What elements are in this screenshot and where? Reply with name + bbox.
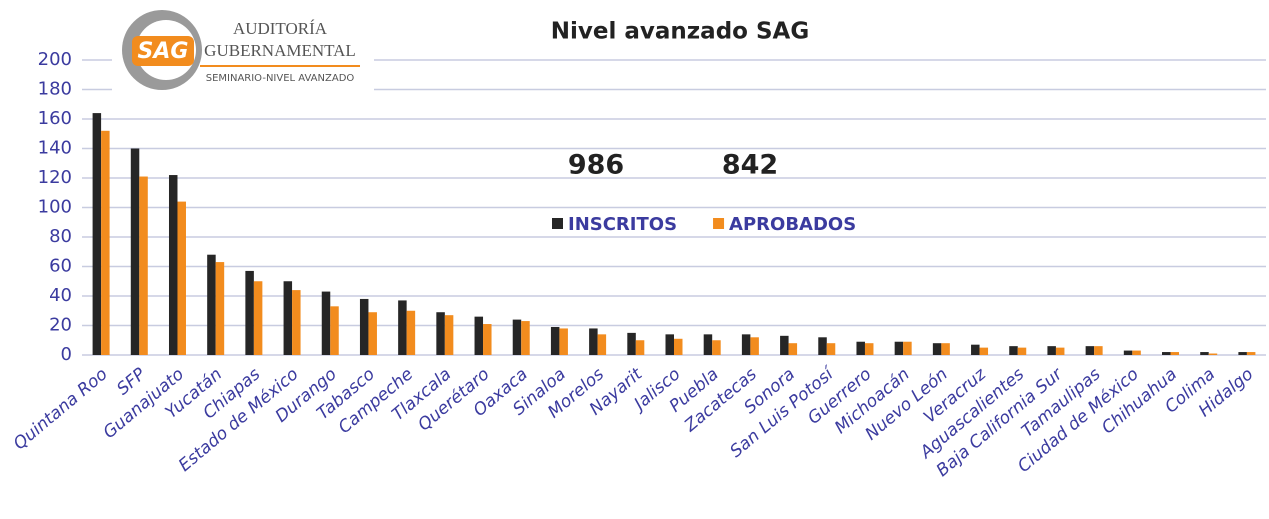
bar (741, 334, 751, 355)
bar (139, 176, 148, 355)
logo-line: GUBERNAMENTAL (204, 41, 356, 60)
logo: SAG AUDITORÍA GUBERNAMENTAL SEMINARIO-NI… (122, 10, 360, 90)
bar (1162, 352, 1171, 355)
bar (788, 343, 798, 355)
y-tick-label: 180 (38, 79, 72, 100)
bar (444, 315, 454, 355)
bar (932, 343, 942, 355)
logo-line: SEMINARIO-NIVEL AVANZADO (206, 73, 355, 84)
bar (292, 290, 301, 355)
legend-swatch (552, 218, 563, 229)
y-tick-label: 20 (49, 315, 72, 336)
bar (894, 341, 904, 355)
bar (1246, 352, 1256, 355)
bar (864, 343, 874, 355)
bar (215, 262, 225, 355)
bar (979, 347, 989, 355)
bar (253, 281, 263, 355)
bar (971, 344, 980, 355)
bar (521, 321, 530, 355)
bar (1094, 346, 1103, 355)
bar (92, 113, 102, 355)
bar (1170, 352, 1180, 355)
bar (750, 337, 759, 355)
bar (1200, 352, 1209, 355)
bar (406, 310, 416, 355)
bar (665, 334, 674, 355)
bar (903, 341, 912, 355)
annotation: 986 (568, 150, 624, 181)
bar (359, 298, 369, 355)
bar (1132, 350, 1141, 355)
legend-label: INSCRITOS (568, 214, 677, 235)
bar (1208, 353, 1218, 355)
bar (674, 338, 683, 355)
bar (589, 328, 598, 355)
y-tick-label: 100 (38, 197, 72, 218)
bar (330, 306, 339, 355)
bar (1238, 352, 1247, 355)
bar (130, 148, 140, 355)
bar (512, 319, 522, 355)
logo-mark: SAG (138, 39, 189, 64)
legend-swatch (713, 218, 725, 229)
bar (627, 332, 636, 355)
bar (168, 175, 178, 355)
bar (1055, 347, 1065, 355)
bar (1123, 350, 1133, 355)
bar (597, 334, 607, 355)
bar (818, 337, 827, 355)
y-tick-label: 160 (38, 108, 72, 129)
bar (177, 201, 186, 355)
bar (1047, 346, 1056, 355)
bar (550, 326, 560, 355)
bar (635, 340, 645, 355)
bar (856, 341, 865, 355)
chart-title: Nivel avanzado SAG (551, 19, 809, 45)
bar (436, 312, 445, 355)
bar (780, 335, 789, 355)
bar (245, 270, 254, 355)
y-tick-label: 0 (61, 344, 72, 365)
bar (712, 340, 721, 355)
legend-label: APROBADOS (729, 214, 856, 235)
bar (398, 300, 407, 355)
y-tick-label: 200 (38, 49, 72, 70)
logo-line: AUDITORÍA (233, 19, 328, 38)
bar (559, 328, 568, 355)
logo-badge (132, 36, 194, 66)
bar (321, 291, 331, 355)
bar (1009, 346, 1018, 355)
annotation: 842 (722, 150, 778, 181)
bar (941, 343, 950, 355)
y-tick-label: 40 (49, 285, 72, 306)
y-tick-label: 120 (38, 167, 72, 188)
bar (207, 254, 216, 355)
y-tick-label: 80 (49, 226, 72, 247)
bar (1085, 346, 1095, 355)
bar (1017, 347, 1027, 355)
bar (368, 312, 377, 355)
bar (283, 281, 293, 355)
bar (703, 334, 713, 355)
bar (101, 130, 110, 355)
bar (483, 324, 492, 355)
y-tick-label: 140 (38, 138, 72, 159)
bar (474, 316, 484, 355)
y-tick-label: 60 (49, 256, 72, 277)
bar (826, 343, 836, 355)
x-tick-label: Quintana Roo (10, 364, 112, 454)
